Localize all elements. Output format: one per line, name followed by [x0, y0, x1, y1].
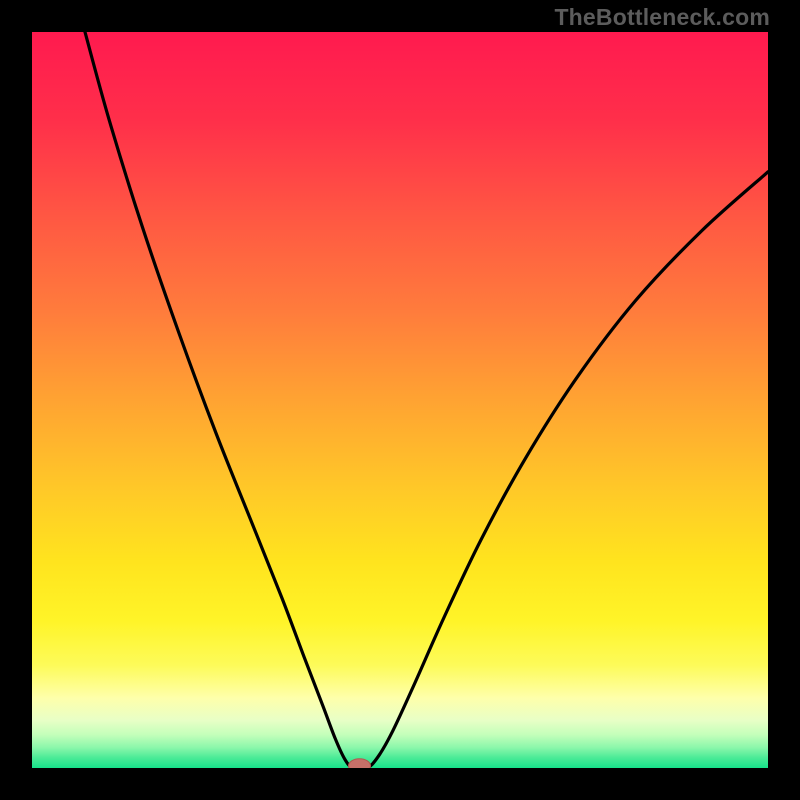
watermark-label: TheBottleneck.com — [554, 4, 770, 31]
plot-area — [32, 32, 768, 768]
gradient-background — [32, 32, 768, 768]
chart-svg — [32, 32, 768, 768]
chart-container: TheBottleneck.com — [0, 0, 800, 800]
